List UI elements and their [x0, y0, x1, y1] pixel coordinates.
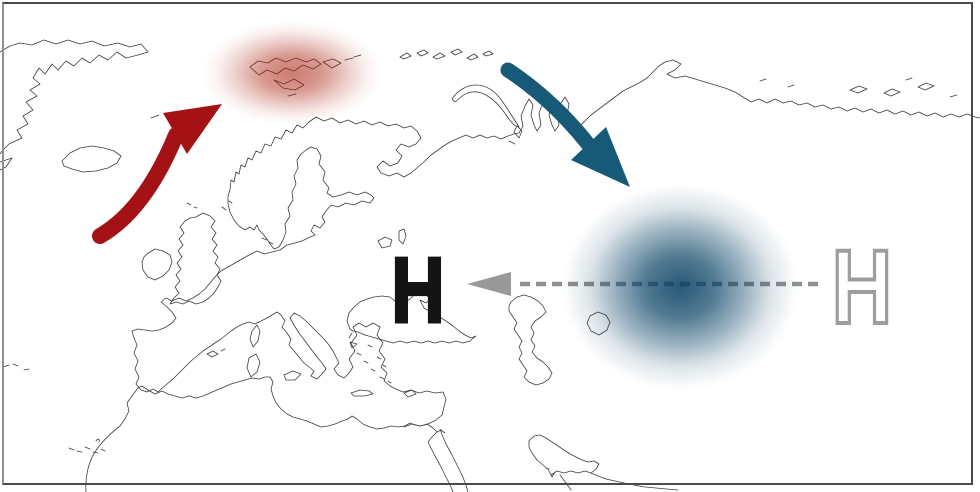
coastline-mediterranean-islands: [206, 324, 417, 398]
coastline-novaya-zemlya: [451, 84, 523, 145]
warm-advection-arrowhead: [163, 104, 222, 154]
cold-advection-arrowhead: [571, 127, 630, 187]
coastline-lakes-ladoga-onega: [377, 228, 407, 249]
coastline-north-africa: [85, 376, 454, 492]
coastline-kola-white-sea-arctic-russia: [315, 59, 980, 178]
coastline-iceland: [61, 145, 122, 173]
coastline-caspian-sea: [508, 294, 553, 386]
coastline-black-sea: [346, 291, 477, 349]
coastline-franz-josef-land: [399, 48, 494, 61]
coastline-britain: [169, 212, 222, 305]
high-pressure-symbol-new: H: [391, 238, 445, 342]
coastline-red-sea-arabia: [436, 428, 469, 492]
westward-shift-arrowhead: [467, 272, 511, 296]
coastline-small-islands-atlantic: [2, 114, 274, 454]
warm-advection-arrow-shaft: [92, 127, 184, 244]
coastline-ireland: [141, 248, 173, 281]
cold-advection-arrow-shaft: [500, 62, 596, 152]
high-pressure-symbol-old: H: [832, 229, 893, 346]
coastline-scandinavia-baltic-europe: [131, 116, 447, 428]
coastline-severnaya-zemlya: [759, 77, 958, 98]
